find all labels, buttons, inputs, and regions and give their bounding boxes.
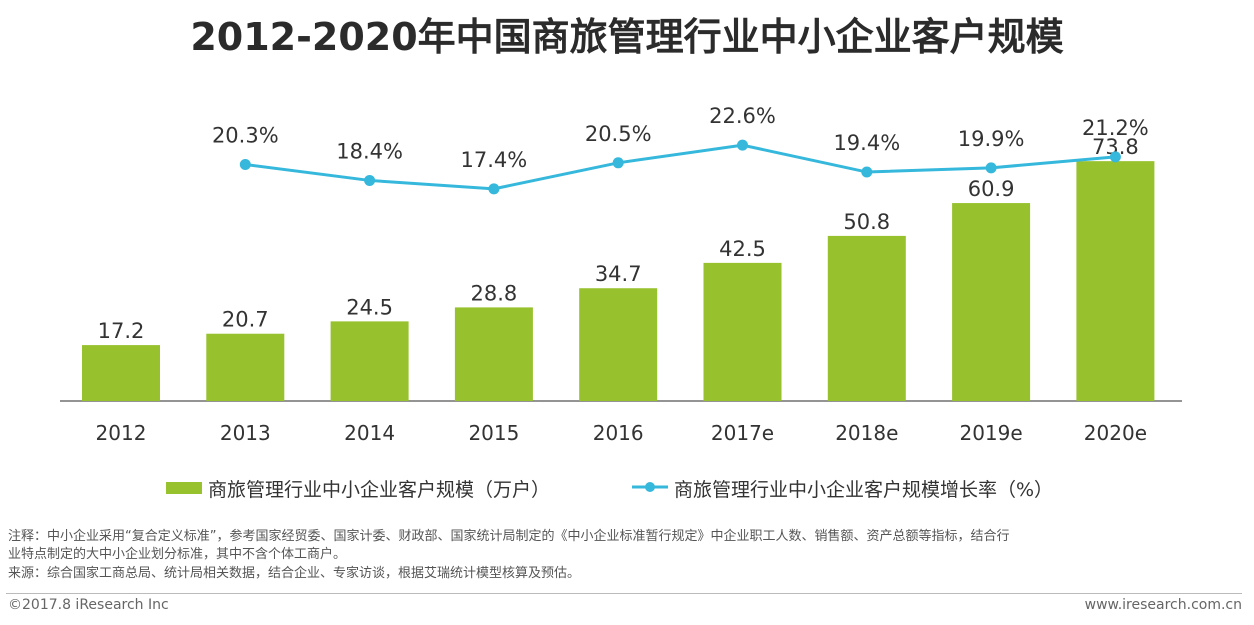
bar-label-2019e: 60.9 bbox=[968, 177, 1015, 201]
bar-label-2012: 17.2 bbox=[98, 319, 145, 343]
source-line: 来源：综合国家工商总局、统计局相关数据，结合企业、专家访谈，根据艾瑞统计模型核算… bbox=[8, 566, 581, 581]
site-url: www.iresearch.com.cn bbox=[1084, 597, 1242, 613]
line-point-2020e bbox=[1109, 151, 1121, 163]
line-label-2020e: 21.2% bbox=[1082, 116, 1149, 140]
x-tick-2018e: 2018e bbox=[835, 421, 898, 445]
chart-title: 2012-2020年中国商旅管理行业中小企业客户规模 bbox=[190, 15, 1064, 59]
legend-label-bar: 商旅管理行业中小企业客户规模（万户） bbox=[208, 479, 550, 501]
footer-divider bbox=[6, 593, 1242, 594]
x-tick-2019e: 2019e bbox=[959, 421, 1022, 445]
bar-label-2014: 24.5 bbox=[346, 295, 393, 319]
bar-2016 bbox=[579, 288, 658, 401]
legend: 商旅管理行业中小企业客户规模（万户） 商旅管理行业中小企业客户规模增长率（%） bbox=[166, 479, 1053, 501]
bar-2013 bbox=[206, 333, 285, 401]
chart: 17.2 20.724.528.834.742.550.860.973.8 20.… bbox=[60, 104, 1182, 501]
line-label-2018e: 19.4% bbox=[833, 131, 900, 155]
bar-2019e bbox=[952, 203, 1031, 401]
line-label-2019e: 19.9% bbox=[958, 127, 1025, 151]
bar-2012 bbox=[82, 345, 160, 401]
bar-label-2018e: 50.8 bbox=[843, 210, 890, 234]
legend-swatch-bar bbox=[166, 482, 202, 494]
line-label-2013: 20.3% bbox=[212, 123, 279, 147]
x-tick-2020e: 2020e bbox=[1084, 421, 1147, 445]
line-point-2014 bbox=[364, 174, 376, 186]
line-point-2016 bbox=[612, 157, 624, 169]
line-point-2018e bbox=[861, 166, 873, 178]
x-tick-2014: 2014 bbox=[344, 421, 395, 445]
x-tick-2017e: 2017e bbox=[711, 421, 774, 445]
bar-label-2016: 34.7 bbox=[595, 262, 642, 286]
bar-label-2013: 20.7 bbox=[222, 308, 269, 332]
bar-2015 bbox=[454, 307, 533, 401]
legend-swatch-line-marker bbox=[645, 482, 655, 492]
copyright: ©2017.8 iResearch Inc bbox=[8, 597, 169, 613]
line-point-2015 bbox=[488, 183, 500, 195]
legend-label-line: 商旅管理行业中小企业客户规模增长率（%） bbox=[674, 479, 1053, 501]
bar-2020e bbox=[1076, 161, 1155, 401]
x-tick-2012: 2012 bbox=[96, 421, 147, 445]
line-label-2016: 20.5% bbox=[585, 122, 652, 146]
note-line-2: 业特点制定的大中小企业划分标准，其中不含个体工商户。 bbox=[8, 547, 347, 562]
x-tick-2016: 2016 bbox=[593, 421, 644, 445]
x-tick-2015: 2015 bbox=[468, 421, 519, 445]
line-point-2019e bbox=[985, 162, 997, 174]
line-label-2015: 17.4% bbox=[461, 148, 528, 172]
bar-2018e bbox=[827, 235, 906, 401]
bar-2014 bbox=[330, 321, 409, 401]
bar-2017e bbox=[703, 262, 782, 401]
line-point-2013 bbox=[239, 158, 251, 170]
bar-label-2017e: 42.5 bbox=[719, 237, 766, 261]
note-line-1: 注释：中小企业采用“复合定义标准”，参考国家经贸委、国家计委、财政部、国家统计局… bbox=[8, 529, 1010, 544]
x-tick-2013: 2013 bbox=[220, 421, 271, 445]
line-label-2014: 18.4% bbox=[336, 139, 403, 163]
growth-rate-line bbox=[245, 143, 1116, 191]
bar-label-2015: 28.8 bbox=[471, 281, 518, 305]
line-point-2017e bbox=[737, 139, 748, 151]
line-label-2017e: 22.6% bbox=[709, 104, 776, 128]
